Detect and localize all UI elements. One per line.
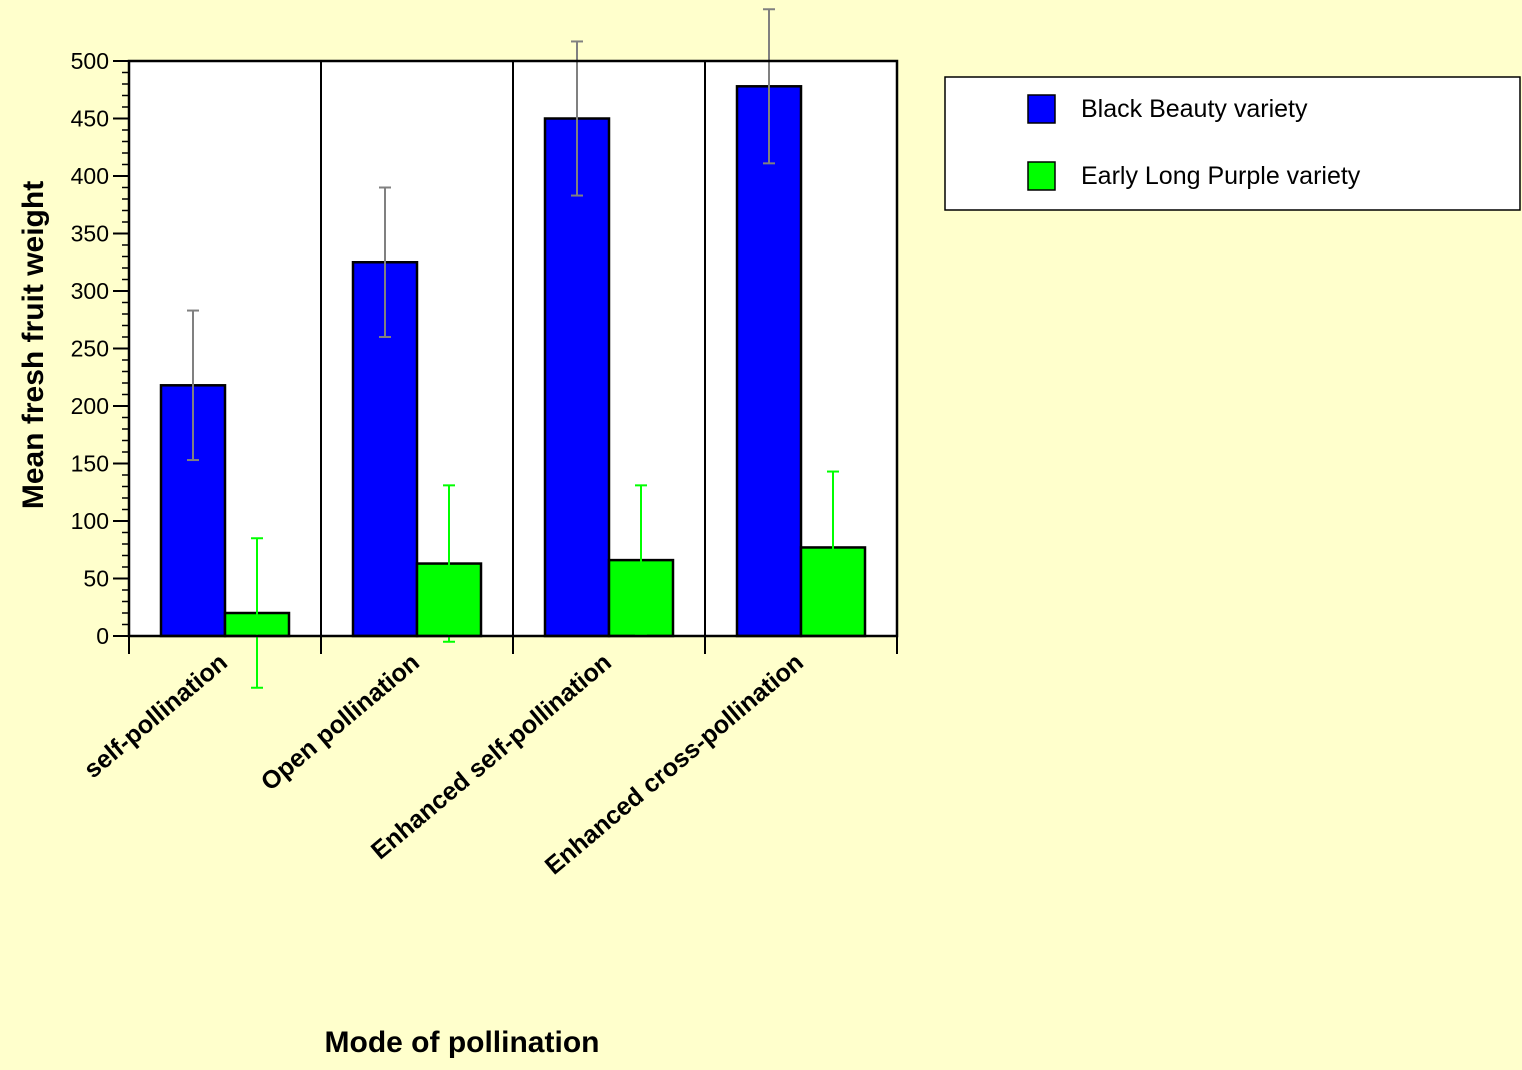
y-tick-label-350: 350 <box>71 221 109 247</box>
y-tick-label-300: 300 <box>71 278 109 304</box>
y-tick-label-200: 200 <box>71 393 109 419</box>
error-bar-black-beauty-variety-open-pollination <box>379 186 391 338</box>
bar-black-beauty-variety-enhanced-cross-pollination <box>735 85 803 638</box>
legend-swatch-early-long-purple <box>1027 161 1056 191</box>
error-bar-black-beauty-variety-enhanced-self-pollination <box>571 40 583 197</box>
legend-label-black-beauty: Black Beauty variety <box>1081 95 1308 123</box>
y-tick-label-50: 50 <box>83 566 109 592</box>
legend-swatch-black-beauty <box>1027 94 1056 124</box>
y-tick-label-450: 450 <box>71 106 109 132</box>
x-axis-title: Mode of pollination <box>325 1026 600 1059</box>
error-bar-early-long-purple-variety-open-pollination <box>443 484 455 643</box>
y-tick-label-400: 400 <box>71 163 109 189</box>
legend-label-early-long-purple: Early Long Purple variety <box>1081 162 1361 190</box>
y-tick-label-150: 150 <box>71 451 109 477</box>
error-bar-early-long-purple-variety-enhanced-cross-pollination <box>827 470 839 625</box>
y-tick-label-100: 100 <box>71 508 109 534</box>
error-bar-black-beauty-variety-enhanced-cross-pollination <box>763 8 775 165</box>
y-tick-label-250: 250 <box>71 336 109 362</box>
y-tick-label-500: 500 <box>71 48 109 74</box>
y-tick-label-0: 0 <box>96 623 109 649</box>
legend: Black Beauty variety Early Long Purple v… <box>944 76 1521 211</box>
error-bar-early-long-purple-variety-self-pollination <box>251 537 263 689</box>
y-axis-title: Mean fresh fruit weight <box>17 181 50 509</box>
x-tick-label-open-pollination: Open pollination <box>256 648 425 796</box>
x-tick-label-self-pollination: self-pollination <box>79 648 233 784</box>
error-bar-black-beauty-variety-self-pollination <box>187 309 199 462</box>
